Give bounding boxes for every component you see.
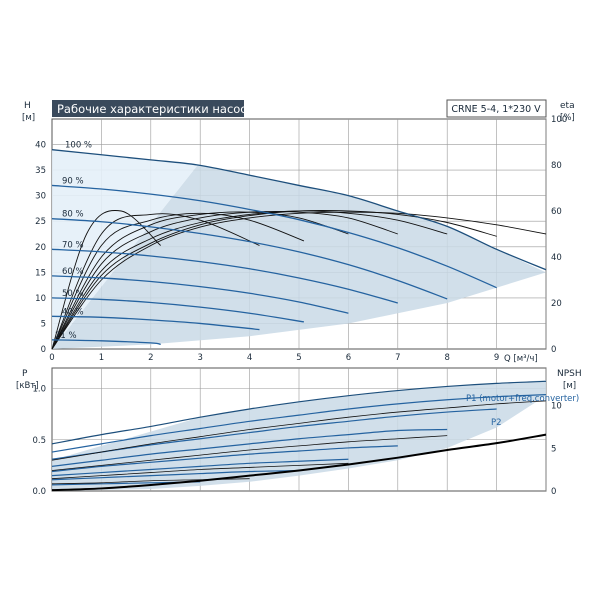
power-region [52, 380, 546, 491]
power-curve-p1-60 [51, 445, 398, 473]
power-curve-p1-50 [51, 458, 349, 477]
flow-tick-label: 4 [247, 353, 252, 363]
model-label: CRNE 5-4, 1*230 V [451, 104, 541, 115]
head-tick-label: 10 [35, 294, 46, 304]
eta-tick-label: 80 [551, 161, 562, 171]
flow-tick-label: 9 [494, 353, 499, 363]
power-curve-p2-80 [51, 435, 448, 471]
model-box [446, 99, 547, 118]
chart-title: Рабочие характеристики насоса [57, 102, 254, 116]
power-curve-p1-100 [51, 380, 547, 445]
head-curve-90 [51, 184, 497, 289]
power-curve-p1-70 [51, 428, 448, 467]
head-tick-label: 15 [35, 268, 46, 278]
power-curves [51, 380, 547, 492]
npsh-axis-unit: [м] [563, 381, 576, 391]
eta-curve-eta-40 [51, 213, 260, 350]
npsh-axis-label: NPSH [557, 369, 582, 379]
head-tick-label: 30 [35, 192, 46, 202]
flow-tick-label: 6 [346, 353, 351, 363]
series-label-100: 100 % [65, 141, 92, 151]
head-curve-60 [51, 275, 349, 314]
head-curve-21 [51, 339, 161, 346]
power-chart-panel: 0.0 0.5 1.0 0 5 10 P [кВт] NPSH [м] P1 (motor… [16, 367, 582, 498]
series-label-60: 60 % [62, 267, 84, 277]
head-curve-100 [51, 149, 547, 271]
flow-tick-label: 7 [395, 353, 400, 363]
head-curve-50 [51, 297, 305, 323]
head-tick-label: 25 [35, 217, 46, 227]
head-axis-unit: [м] [22, 113, 35, 123]
power-curve-p1-40 [51, 469, 300, 481]
power-tick-label: 0.0 [32, 487, 46, 497]
npsh-tick-label: 10 [551, 402, 562, 412]
series-label-90: 90 % [62, 176, 84, 186]
power-curve-p2-60 [51, 462, 349, 480]
power-curve-p1-80 [51, 408, 497, 460]
flow-axis-label: Q [м³/ч] [504, 354, 538, 364]
eta-axis-unit: [%] [560, 113, 575, 123]
npsh-tick-label: 5 [551, 444, 556, 454]
flow-tick-label: 1 [99, 353, 104, 363]
flow-tick-label: 2 [148, 353, 153, 363]
eta-tick-label: 60 [551, 207, 562, 217]
head-curve-40 [51, 315, 260, 331]
eta-curve-eta-21 [51, 210, 161, 350]
eta-curve-eta-70 [51, 210, 398, 350]
power-curve-p2-100 [51, 400, 547, 461]
p1-annotation: P1 (motor+freq.converter) [466, 394, 579, 404]
power-tick-labels: 0.0 0.5 1.0 0 5 10 [32, 385, 561, 498]
eta-curve-eta-50 [51, 212, 305, 350]
power-axis-label: P [22, 369, 28, 379]
head-tick-label: 5 [41, 319, 46, 329]
power-operating-region [52, 380, 546, 491]
head-axis-label: H [24, 101, 31, 111]
flow-tick-label: 5 [296, 353, 301, 363]
series-label-21: 21 % [55, 331, 77, 341]
eta-curve-eta-100 [51, 211, 547, 350]
npsh-tick-label: 0 [551, 487, 556, 497]
operating-region [52, 165, 546, 349]
head-tick-labels: 0 1 2 3 4 5 6 7 8 9 0 5 10 15 20 25 30 35 40 0 20 40 60 80 100 [35, 115, 567, 363]
npsh-curve [51, 433, 547, 492]
eta-tick-label: 0 [551, 345, 556, 355]
flow-tick-label: 0 [49, 353, 54, 363]
series-label-70: 70 % [62, 240, 84, 250]
head-tick-label: 0 [41, 345, 46, 355]
eta-curve-eta-60 [51, 211, 349, 350]
eta-tick-label: 40 [551, 253, 562, 263]
head-tick-label: 20 [35, 243, 46, 253]
series-label-50: 50 % [62, 289, 84, 299]
power-tick-label: 1.0 [32, 385, 46, 395]
series-label-40: 40 % [62, 307, 84, 317]
eta-tick-label: 100 [551, 115, 567, 125]
power-curve-p1-90 [51, 394, 547, 453]
head-curves [51, 149, 547, 350]
head-curve-70 [51, 248, 398, 304]
head-series-labels: 100 % 90 % 80 % 70 % 60 % 50 % 40 % 21 % [55, 141, 92, 341]
head-chart-panel: 0 1 2 3 4 5 6 7 8 9 0 5 10 15 20 25 30 35 40 0 20 40 60 80 100 1… [22, 99, 575, 364]
flow-tick-label: 8 [444, 353, 449, 363]
series-label-80: 80 % [62, 210, 84, 220]
power-axis-unit: [кВт] [16, 381, 39, 391]
power-tick-label: 0.5 [32, 436, 46, 446]
head-curve-80 [51, 218, 448, 300]
head-tick-label: 40 [35, 141, 46, 151]
p2-annotation: P2 [491, 418, 502, 428]
flow-tick-label: 3 [197, 353, 202, 363]
chart-title-background [52, 100, 244, 117]
head-tick-label: 35 [35, 166, 46, 176]
eta-curve-eta-80 [51, 210, 448, 350]
eta-axis-label: eta [560, 101, 575, 111]
eta-tick-label: 20 [551, 299, 562, 309]
